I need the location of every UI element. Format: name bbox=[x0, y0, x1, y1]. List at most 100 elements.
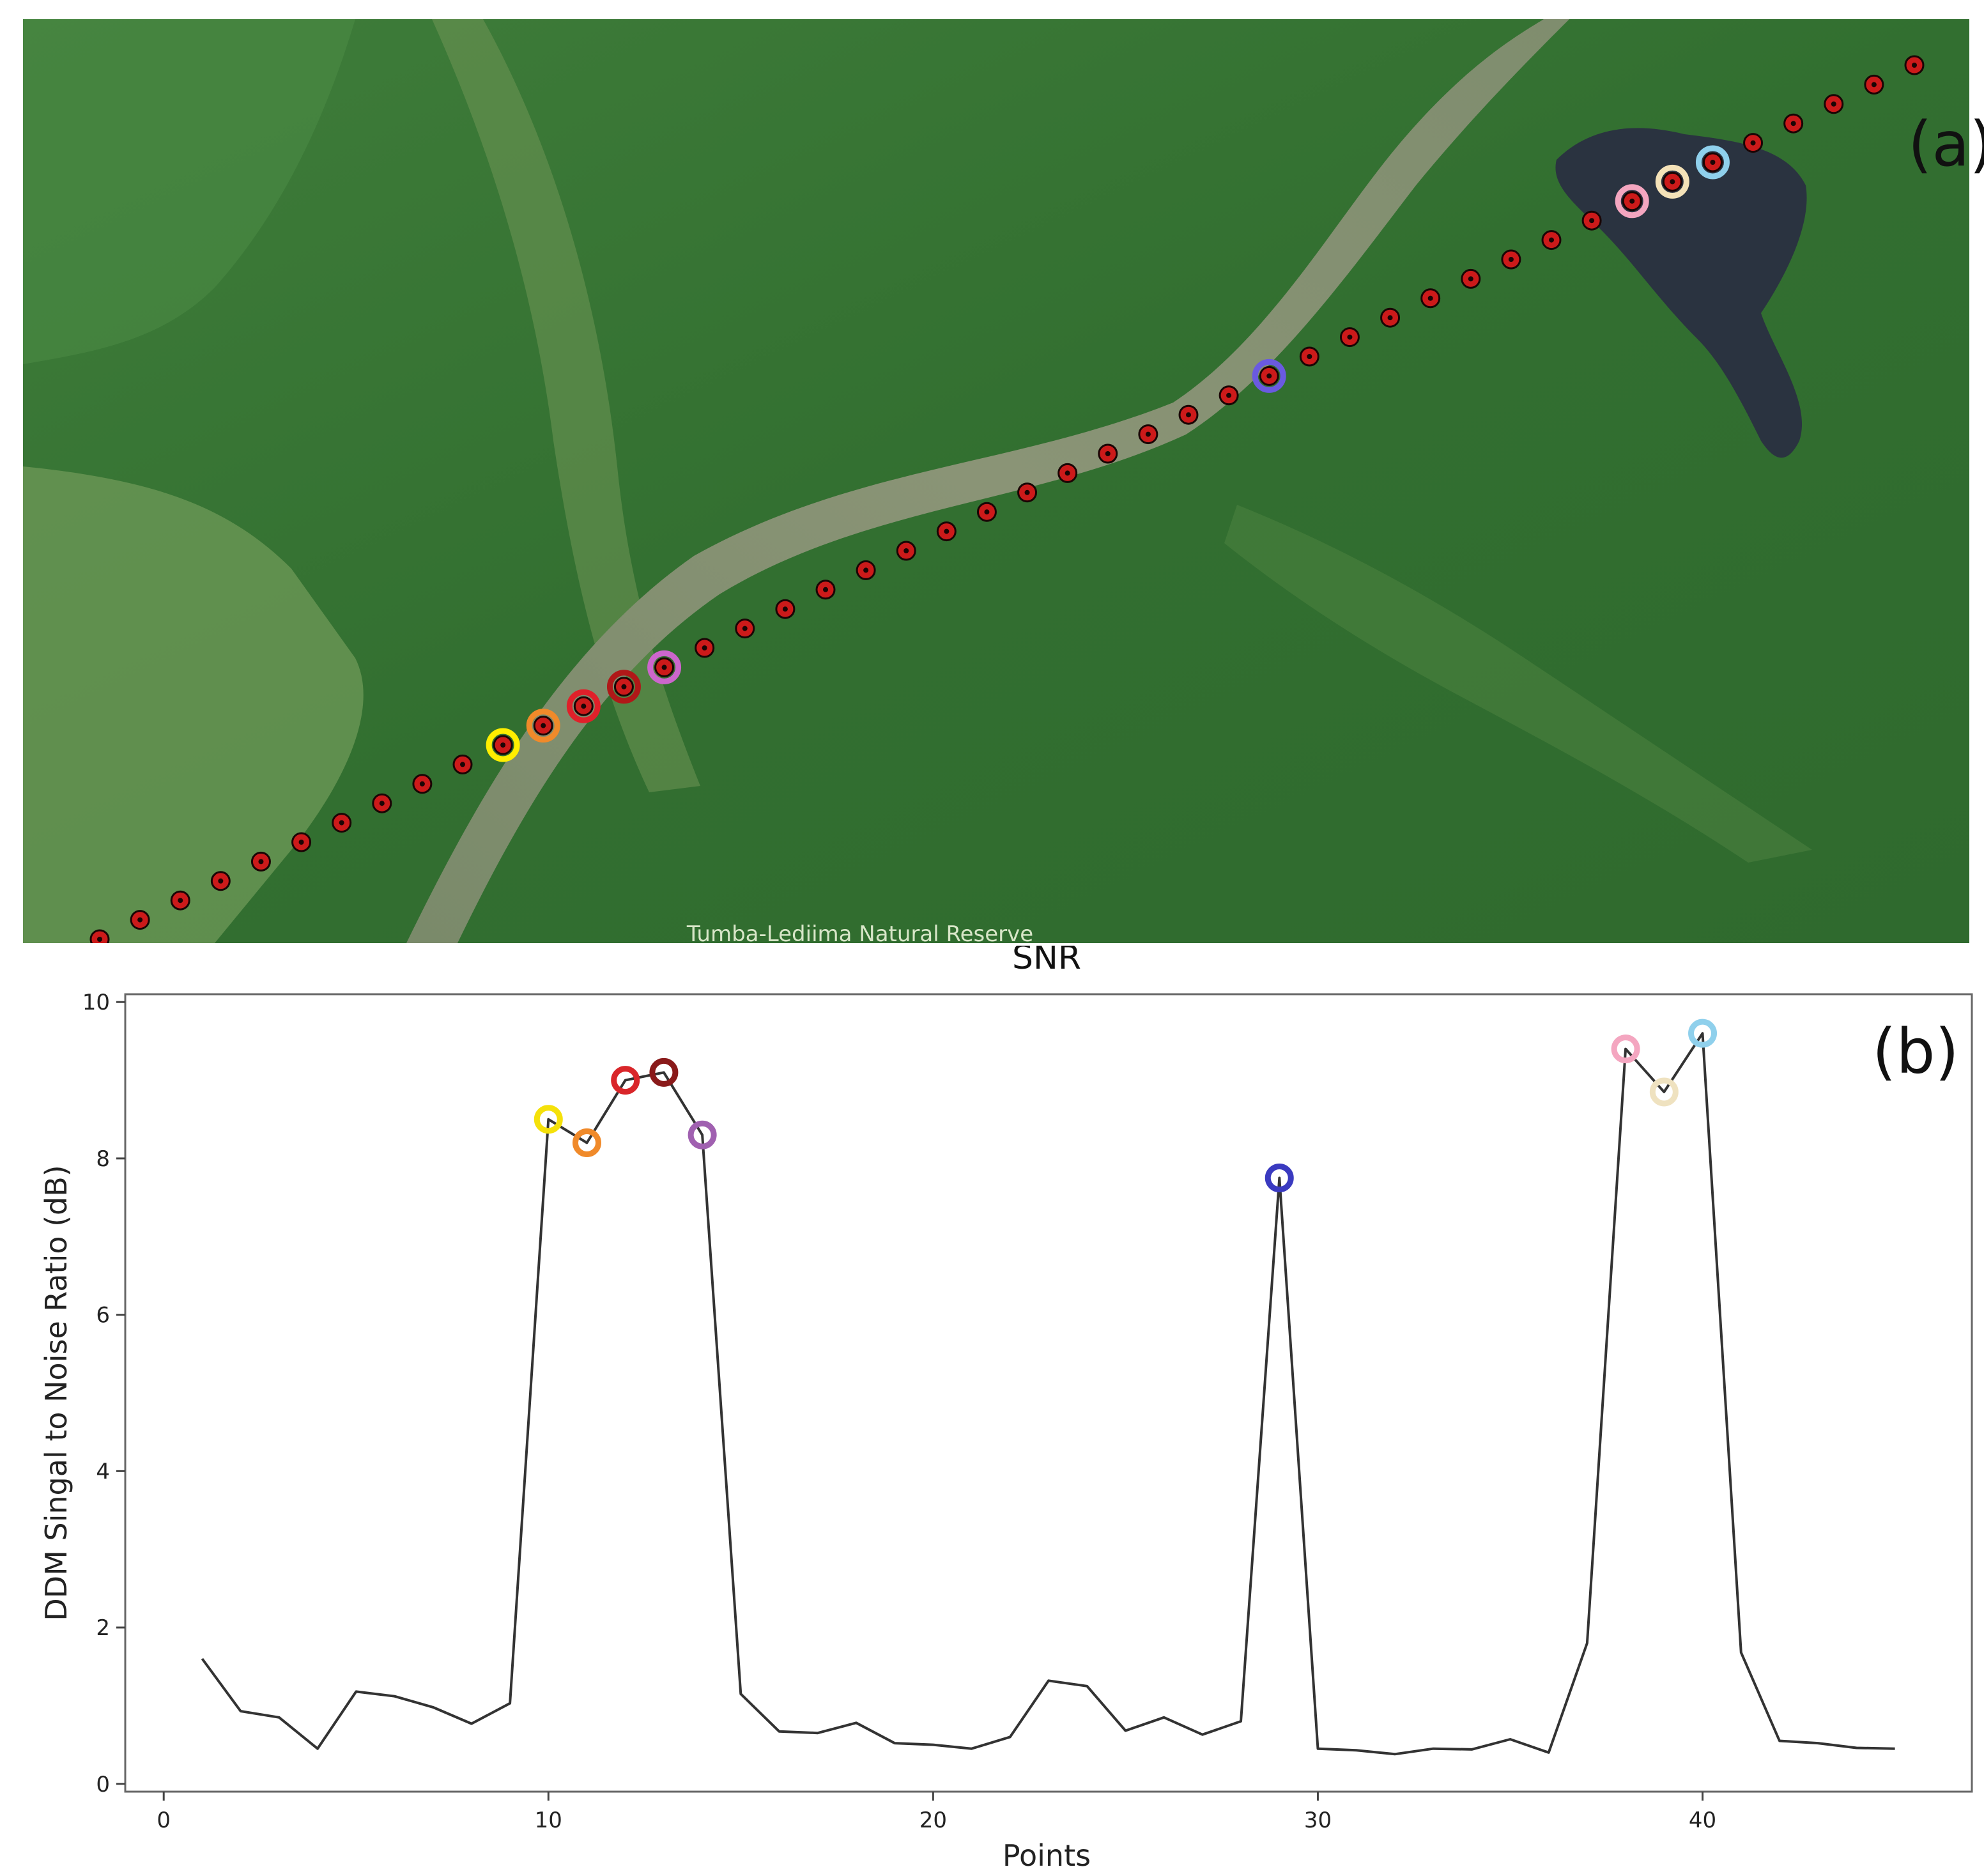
track-point bbox=[1655, 164, 1689, 199]
track-point bbox=[1695, 145, 1730, 180]
track-point bbox=[1824, 94, 1844, 114]
track-point bbox=[1420, 288, 1441, 309]
y-tick-label: 10 bbox=[82, 990, 110, 1015]
track-marker-center bbox=[1670, 179, 1675, 185]
series-layer bbox=[201, 1032, 1895, 1756]
track-point bbox=[452, 754, 473, 774]
track-point bbox=[1057, 463, 1078, 483]
track-point bbox=[815, 580, 836, 600]
track-marker-center bbox=[782, 606, 788, 612]
track-point bbox=[1541, 230, 1562, 250]
track-point bbox=[1138, 424, 1158, 445]
track-marker-center bbox=[944, 528, 950, 534]
track-marker-center bbox=[863, 567, 869, 573]
track-marker-center bbox=[823, 587, 828, 592]
track-point bbox=[1339, 327, 1360, 348]
track-point bbox=[1581, 210, 1602, 231]
track-marker-center bbox=[379, 801, 385, 806]
highlight-marker bbox=[573, 1128, 601, 1157]
highlight-ring bbox=[486, 728, 520, 762]
savanna-patches bbox=[1224, 505, 1812, 863]
forest-patch-north bbox=[23, 19, 355, 364]
highlight-marker bbox=[1688, 1019, 1718, 1048]
chart-title: SNR bbox=[1012, 946, 1081, 977]
track-point bbox=[1380, 307, 1401, 328]
track-point bbox=[936, 521, 957, 542]
plot-frame bbox=[124, 993, 1973, 1793]
track-point bbox=[130, 910, 150, 930]
track-marker-center bbox=[904, 548, 909, 553]
track-marker-center bbox=[1226, 392, 1232, 398]
track-marker-center bbox=[621, 684, 627, 689]
track-point bbox=[526, 709, 560, 743]
track-marker-center bbox=[258, 859, 264, 865]
map-caption: Tumba-Lediima Natural Reserve bbox=[686, 921, 1034, 947]
track-marker-center bbox=[1307, 354, 1312, 359]
satellite-map-panel: Tumba-Lediima Natural Reserve (a) bbox=[23, 19, 1984, 947]
congo-river bbox=[406, 19, 1569, 943]
highlight-ring bbox=[1252, 358, 1286, 393]
panel-label-a: (a) bbox=[1908, 109, 1984, 180]
track-marker-center bbox=[1871, 82, 1877, 88]
highlight-ring bbox=[1695, 145, 1730, 180]
track-point bbox=[1219, 385, 1239, 406]
highlight-layer bbox=[534, 1019, 1718, 1193]
track-point bbox=[606, 670, 641, 704]
track-point bbox=[1252, 358, 1286, 393]
snr-chart-panel: SNR 0 2 4 6 8 10 0 10 20 30 40 DDM Singal to Nois… bbox=[0, 946, 1984, 1876]
track-marker-center bbox=[500, 742, 506, 748]
snr-series-line bbox=[201, 1032, 1895, 1756]
x-tick-label: 0 bbox=[157, 1808, 171, 1833]
track-marker-center bbox=[1186, 412, 1191, 418]
y-axis-ticks: 0 2 4 6 8 10 bbox=[82, 990, 125, 1797]
y-tick-label: 0 bbox=[96, 1772, 110, 1797]
x-axis-label: Points bbox=[1003, 1838, 1091, 1873]
track-layer bbox=[89, 55, 1925, 943]
track-point bbox=[735, 619, 755, 639]
track-marker-center bbox=[1145, 431, 1151, 437]
highlight-marker bbox=[534, 1105, 563, 1134]
track-point bbox=[1098, 443, 1118, 464]
track-point bbox=[1615, 184, 1649, 219]
highlight-marker bbox=[1611, 1034, 1640, 1064]
track-marker-center bbox=[1347, 334, 1353, 340]
track-marker-center bbox=[1468, 276, 1473, 282]
track-point bbox=[170, 890, 190, 911]
track-marker-center bbox=[1266, 373, 1272, 379]
x-tick-label: 40 bbox=[1689, 1808, 1716, 1833]
track-point bbox=[89, 929, 110, 943]
track-marker-center bbox=[419, 781, 425, 787]
track-point bbox=[1783, 113, 1804, 134]
snr-chart: SNR 0 2 4 6 8 10 0 10 20 30 40 DDM Singal to Nois… bbox=[39, 946, 1973, 1873]
track-marker-center bbox=[218, 878, 224, 884]
highlight-ring bbox=[606, 670, 641, 704]
track-point bbox=[291, 832, 312, 852]
track-marker-center bbox=[298, 840, 304, 845]
y-tick-label: 2 bbox=[96, 1615, 110, 1641]
track-marker-center bbox=[178, 898, 183, 903]
track-marker-center bbox=[984, 509, 990, 515]
track-marker-center bbox=[661, 665, 667, 670]
highlight-ring bbox=[647, 650, 682, 684]
y-axis-label: DDM Singal to Noise Ratio (dB) bbox=[39, 1165, 73, 1620]
track-marker-center bbox=[1912, 63, 1917, 68]
x-tick-label: 20 bbox=[919, 1808, 947, 1833]
track-marker-center bbox=[97, 937, 102, 942]
track-point bbox=[856, 560, 876, 580]
track-point bbox=[1017, 482, 1038, 503]
track-marker-center bbox=[1065, 470, 1070, 476]
track-marker-center bbox=[1549, 237, 1554, 243]
track-marker-center bbox=[742, 626, 748, 631]
track-marker-center bbox=[702, 645, 707, 650]
track-marker-center bbox=[1790, 121, 1796, 127]
track-point bbox=[647, 650, 682, 684]
track-point bbox=[1864, 74, 1884, 95]
track-marker-center bbox=[1589, 218, 1595, 224]
tributary-wetland bbox=[432, 19, 700, 792]
track-point bbox=[372, 793, 392, 813]
track-point bbox=[412, 774, 433, 794]
track-point bbox=[1299, 346, 1319, 367]
x-axis-ticks: 0 10 20 30 40 bbox=[157, 1792, 1716, 1833]
y-tick-label: 4 bbox=[96, 1459, 110, 1484]
track-marker-center bbox=[1508, 257, 1514, 262]
